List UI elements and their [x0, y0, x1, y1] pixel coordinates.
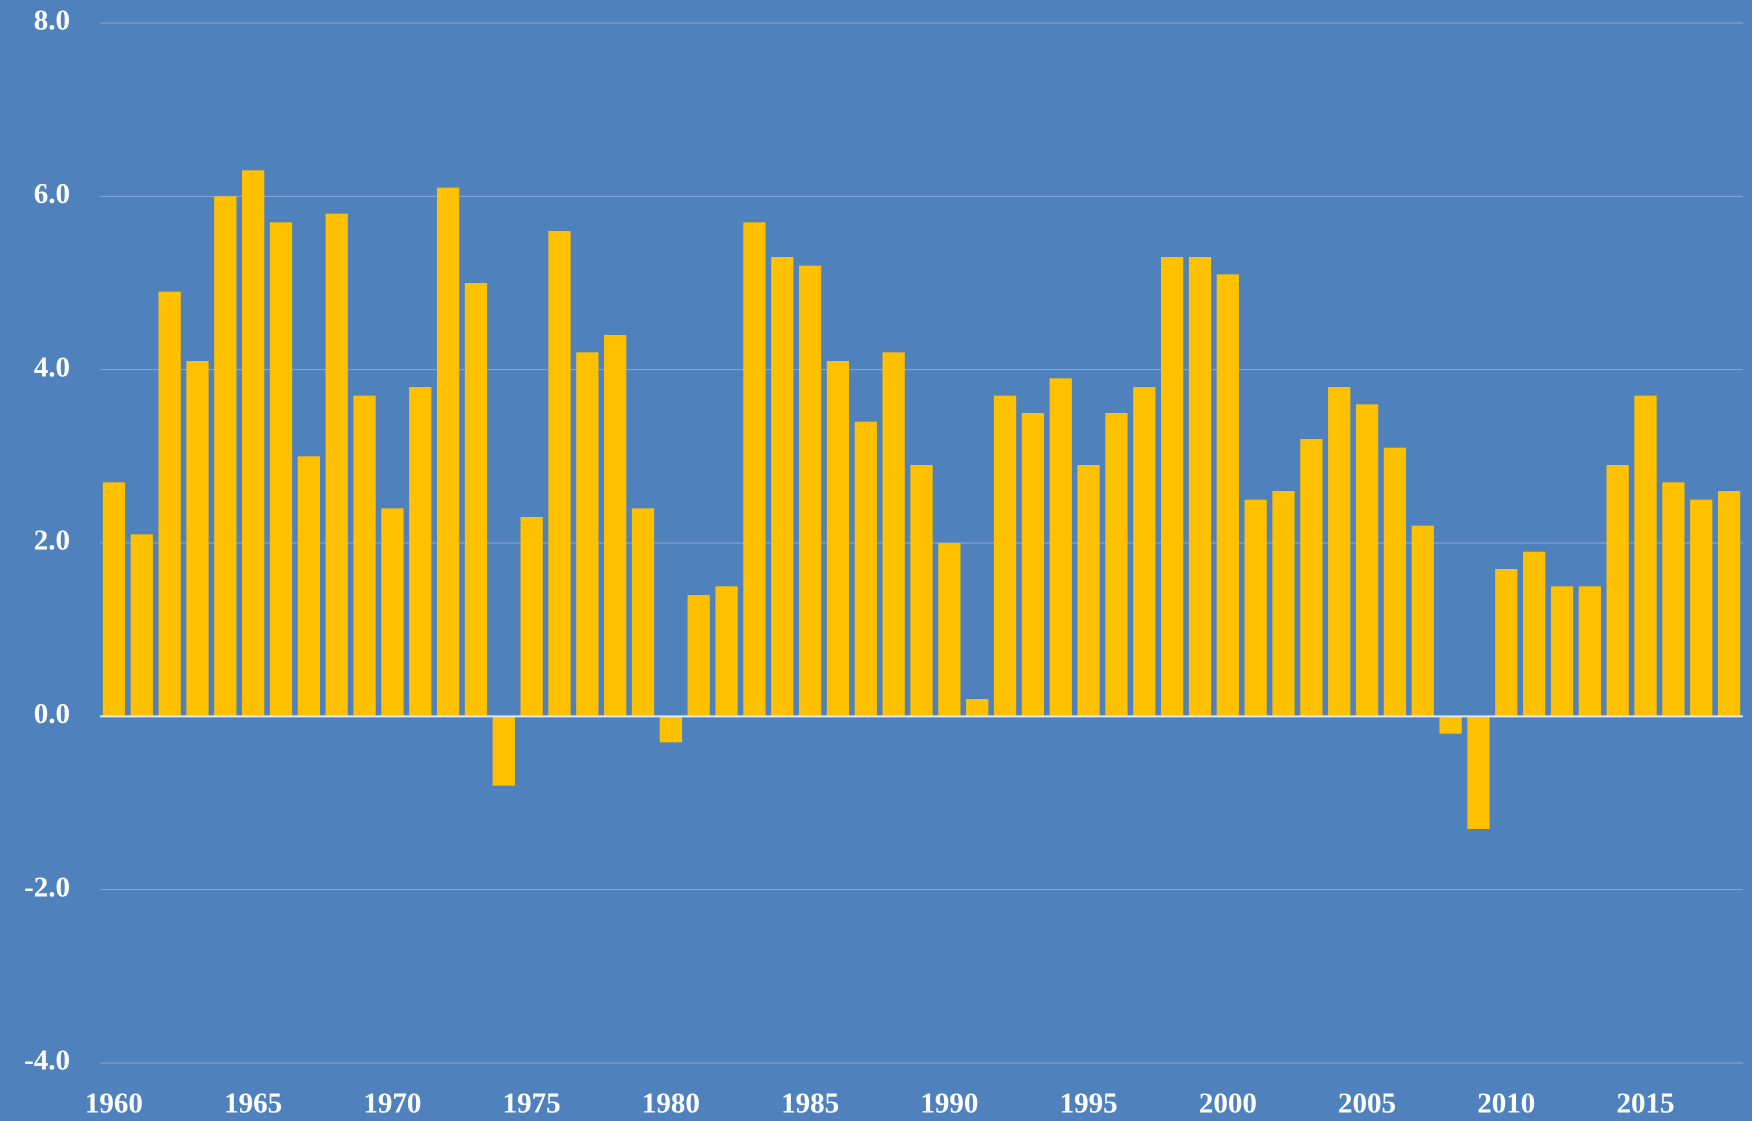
bar — [269, 222, 293, 717]
bar — [1355, 404, 1379, 717]
x-tick-label: 2015 — [1617, 1088, 1675, 1120]
bar — [631, 508, 655, 717]
x-tick-label: 1985 — [781, 1088, 839, 1120]
bar — [659, 716, 683, 743]
bar — [1550, 586, 1574, 717]
bar — [966, 699, 989, 717]
bar — [1188, 257, 1212, 717]
bar — [1105, 413, 1128, 717]
bar — [1244, 499, 1267, 717]
x-tick-label: 1995 — [1060, 1088, 1118, 1120]
bar — [687, 595, 710, 717]
bar — [186, 361, 209, 717]
bar — [882, 352, 905, 717]
bar — [1495, 569, 1518, 717]
bar — [1439, 716, 1462, 734]
bar — [520, 517, 543, 717]
x-tick-label: 2000 — [1199, 1088, 1257, 1120]
y-tick-label: 4.0 — [34, 351, 70, 383]
y-tick-label: -2.0 — [24, 871, 70, 903]
y-tick-label: -4.0 — [24, 1045, 70, 1077]
x-tick-label: 2005 — [1338, 1088, 1396, 1120]
bar — [214, 196, 237, 717]
bar — [130, 534, 153, 717]
x-tick-label: 1990 — [920, 1088, 978, 1120]
bar — [826, 361, 850, 717]
bar — [1467, 716, 1490, 829]
bar — [409, 387, 432, 717]
bar — [242, 170, 265, 717]
bar — [1021, 413, 1045, 717]
x-tick-label: 1970 — [363, 1088, 421, 1120]
y-tick-label: 6.0 — [34, 178, 70, 210]
bar — [854, 421, 877, 717]
bar — [771, 257, 794, 717]
bar — [1077, 465, 1100, 717]
x-tick-label: 1960 — [85, 1088, 143, 1120]
bar — [1328, 387, 1351, 717]
bar — [297, 456, 320, 717]
bar — [576, 352, 599, 717]
bar — [1383, 447, 1407, 717]
x-tick-label: 1980 — [642, 1088, 700, 1120]
bar — [1411, 525, 1434, 717]
bar — [325, 213, 348, 717]
bar — [1523, 551, 1546, 717]
bar — [1133, 387, 1156, 717]
bar — [1634, 395, 1657, 717]
bar — [1578, 586, 1601, 717]
bar — [492, 716, 515, 786]
bar — [743, 222, 766, 717]
bar — [604, 335, 627, 717]
bar — [1216, 274, 1239, 717]
bar — [381, 508, 404, 717]
bar — [1690, 499, 1713, 717]
bar — [938, 543, 961, 717]
x-tick-label: 1975 — [503, 1088, 561, 1120]
bar — [993, 395, 1017, 717]
y-tick-label: 8.0 — [34, 5, 70, 37]
bar — [1662, 482, 1685, 717]
bar — [464, 283, 488, 717]
bar — [1717, 491, 1741, 717]
bar — [548, 231, 571, 717]
bar — [158, 291, 181, 717]
bar — [910, 465, 933, 717]
bar — [353, 395, 376, 717]
y-tick-label: 0.0 — [34, 698, 70, 730]
bar — [1300, 439, 1323, 717]
bar — [715, 586, 738, 717]
x-tick-label: 2010 — [1477, 1088, 1535, 1120]
bar — [436, 187, 460, 717]
y-tick-label: 2.0 — [34, 525, 70, 557]
bar — [798, 265, 822, 717]
bar — [1160, 257, 1184, 717]
bar — [1272, 491, 1295, 717]
x-tick-label: 1965 — [224, 1088, 282, 1120]
bar — [102, 482, 126, 717]
bar — [1606, 465, 1629, 717]
bar — [1049, 378, 1072, 717]
